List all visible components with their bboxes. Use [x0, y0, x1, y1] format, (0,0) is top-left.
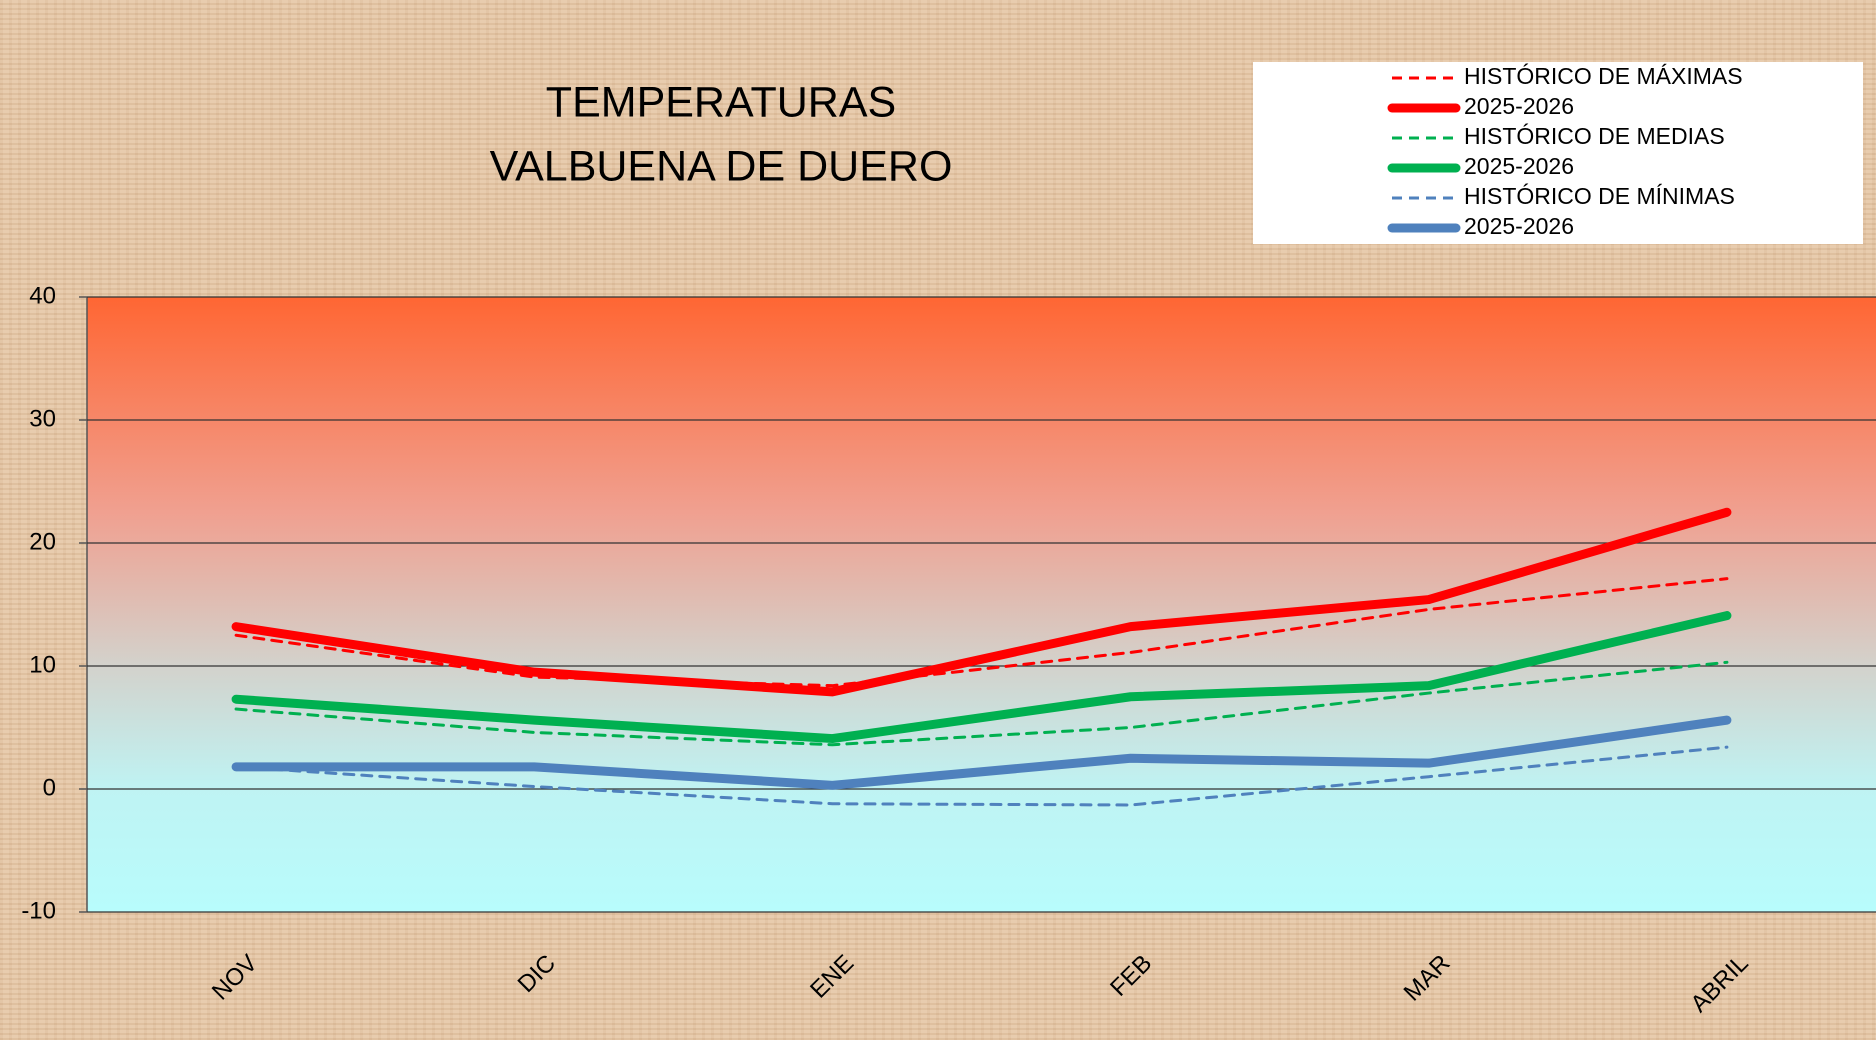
series-line: [231, 507, 1732, 697]
x-tick-label: MAR: [1399, 950, 1456, 1007]
y-tick-label: 0: [43, 774, 56, 801]
y-tick-label: 30: [29, 405, 56, 432]
series-line: [234, 660, 1729, 747]
chart-title: TEMPERATURAS: [546, 78, 896, 126]
x-tick-label: ENE: [805, 950, 859, 1004]
y-tick-label: 10: [29, 651, 56, 678]
x-tick-label: FEB: [1105, 950, 1157, 1002]
x-tick-label: ABRIL: [1685, 950, 1753, 1018]
legend-label: 2025-2026: [1464, 213, 1574, 239]
legend-label: HISTÓRICO DE MÍNIMAS: [1464, 183, 1735, 209]
series-line: [231, 715, 1732, 790]
legend: [1253, 62, 1863, 244]
chart-title: VALBUENA DE DUERO: [490, 142, 953, 190]
legend-label: HISTÓRICO DE MÁXIMAS: [1464, 63, 1743, 89]
y-tick-label: -10: [21, 897, 56, 924]
plot-area: [87, 297, 1876, 912]
series-line: [234, 577, 1729, 688]
y-tick-label: 40: [29, 282, 56, 309]
series-line: [234, 745, 1729, 807]
legend-label: 2025-2026: [1464, 93, 1574, 119]
series-line: [231, 611, 1732, 744]
x-tick-label: NOV: [207, 950, 263, 1006]
y-tick-label: 20: [29, 528, 56, 555]
legend-label: 2025-2026: [1464, 153, 1574, 179]
x-tick-label: DIC: [513, 950, 561, 998]
legend-label: HISTÓRICO DE MEDIAS: [1464, 123, 1725, 149]
